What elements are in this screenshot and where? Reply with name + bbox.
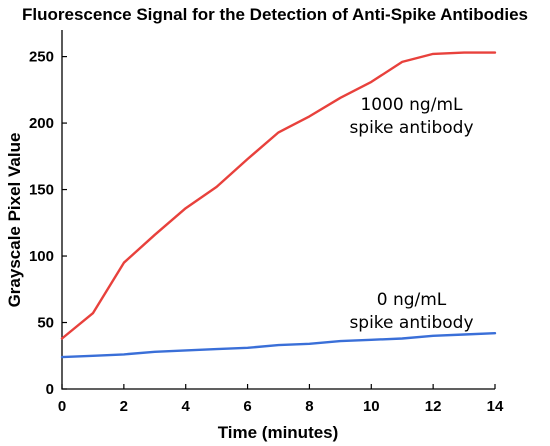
y-tick-label: 100 — [29, 248, 54, 265]
y-tick-label: 0 — [46, 381, 54, 398]
y-ticks: 0 50 100 150 200 250 — [29, 49, 67, 398]
annotation-line: spike antibody — [349, 118, 473, 138]
series-line-1000 — [60, 51, 497, 340]
x-axis-label: Time (minutes) — [218, 423, 339, 442]
x-tick-label: 12 — [425, 398, 442, 415]
x-tick-label: 4 — [182, 398, 191, 415]
chart-title: Fluorescence Signal for the Detection of… — [22, 5, 528, 24]
x-tick-label: 10 — [363, 398, 380, 415]
x-tick-label: 14 — [487, 398, 504, 415]
x-tick-label: 8 — [305, 398, 313, 415]
y-tick-label: 250 — [29, 49, 54, 66]
series-line-0 — [60, 332, 497, 359]
annotation-line: 0 ng/mL — [377, 290, 447, 310]
x-tick-label: 6 — [243, 398, 251, 415]
annotation-line: spike antibody — [349, 313, 473, 333]
y-axis-label: Grayscale Pixel Value — [5, 133, 24, 308]
x-tick-label: 2 — [120, 398, 128, 415]
annotation-line: 1000 ng/mL — [360, 95, 463, 115]
y-tick-label: 150 — [29, 182, 54, 199]
y-tick-label: 200 — [29, 115, 54, 132]
y-tick-label: 50 — [37, 315, 54, 332]
x-ticks: 0 2 4 6 8 10 12 14 — [58, 384, 504, 415]
series-group — [60, 51, 497, 359]
annotations: 1000 ng/mL spike antibody 0 ng/mL spike ant… — [349, 95, 473, 333]
x-tick-label: 0 — [58, 398, 66, 415]
